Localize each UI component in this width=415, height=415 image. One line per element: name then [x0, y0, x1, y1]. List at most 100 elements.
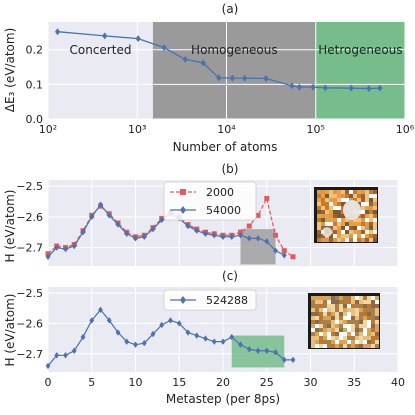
series-0-point	[220, 338, 226, 345]
inset-pixel	[337, 214, 341, 218]
inset-pixel	[337, 210, 341, 214]
series-0-point	[203, 335, 208, 342]
inset-pixel	[339, 316, 343, 320]
panel-b-inset-snapshot	[314, 187, 378, 243]
inset-pixel	[375, 328, 379, 332]
inset-pixel	[347, 300, 351, 304]
series-0-point	[115, 329, 121, 336]
inset-pixel	[321, 210, 325, 214]
inset-pixel	[319, 332, 323, 336]
series-1-point	[141, 233, 147, 241]
inset-pixel	[315, 320, 319, 324]
inset-pixel	[369, 214, 373, 218]
inset-pixel	[371, 308, 375, 312]
a-point	[216, 74, 222, 82]
inset-pixel	[357, 190, 361, 194]
series-1-point	[220, 233, 226, 241]
inset-pixel	[325, 222, 329, 226]
inset-pixel	[351, 336, 355, 340]
inset-pixel	[325, 190, 329, 194]
legend-label-524288: 524288	[206, 294, 248, 307]
inset-pixel	[337, 238, 341, 242]
inset-pixel	[317, 218, 321, 222]
inset-pixel	[369, 202, 373, 206]
ytick-label: −2.7	[16, 242, 43, 255]
inset-pixel	[343, 312, 347, 316]
inset-pixel	[363, 332, 367, 336]
inset-pixel	[337, 206, 341, 210]
inset-pixel	[343, 304, 347, 308]
series-0-point	[71, 347, 77, 354]
inset-pixel	[339, 296, 343, 300]
inset-pixel	[365, 210, 369, 214]
inset-pixel	[315, 324, 319, 328]
inset-pixel	[355, 300, 359, 304]
a-xtick-label: 10⁴	[217, 123, 236, 136]
inset-pixel	[367, 324, 371, 328]
series-0-point	[246, 346, 252, 353]
inset-pixel	[323, 328, 327, 332]
inset-pixel	[375, 332, 379, 336]
inset-pixel	[345, 230, 349, 234]
a-ytick-label: 0.2	[26, 44, 44, 57]
inset-pixel	[351, 296, 355, 300]
inset-pixel	[331, 336, 335, 340]
inset-pixel	[365, 222, 369, 226]
inset-pixel	[331, 332, 335, 336]
series-1-point	[246, 235, 252, 242]
series-1-point	[106, 212, 112, 219]
ytick-label: −2.6	[16, 211, 43, 224]
inset-pixel	[359, 340, 363, 344]
inset-pixel	[359, 312, 363, 316]
inset-pixel	[365, 194, 369, 198]
inset-pixel	[341, 198, 345, 202]
inset-pixel	[361, 222, 365, 226]
inset-pixel	[317, 230, 321, 234]
inset-pixel	[375, 312, 379, 316]
a-point	[366, 85, 372, 93]
inset-pixel	[327, 324, 331, 328]
inset-pixel	[369, 198, 373, 202]
inset-pixel	[357, 194, 361, 198]
inset-pixel	[319, 304, 323, 308]
inset-pixel	[363, 336, 367, 340]
panel-c-ticks: −2.7 −2.6 −2.5 0 5 10 15 20 25 30 35 40	[16, 287, 405, 389]
inset-pixel	[367, 332, 371, 336]
series-0-point	[281, 356, 287, 364]
inset-pixel	[333, 202, 337, 206]
inset-pixel	[329, 190, 333, 194]
inset-pixel	[347, 336, 351, 340]
inset-pixel	[359, 308, 363, 312]
inset-pixel	[341, 194, 345, 198]
inset-pixel	[375, 300, 379, 304]
inset-pixel	[355, 308, 359, 312]
panel-c-legend: 524288	[163, 289, 257, 311]
series-1-point	[133, 235, 138, 242]
inset-pixel	[353, 226, 357, 230]
panel-c-xlabel: Metastep (per 8ps)	[166, 392, 280, 406]
inset-pixel	[349, 194, 353, 198]
panel-b: (b) −2.7 −2.6 −2.5 2000 54000 H (eV/atom)	[3, 162, 399, 266]
inset-pixel	[359, 336, 363, 340]
inset-pixel	[329, 218, 333, 222]
inset-pixel	[329, 214, 333, 218]
inset-pixel	[319, 344, 323, 348]
inset-pixel	[341, 206, 345, 210]
inset-pixel	[333, 210, 337, 214]
a-xtick-label: 10³	[128, 123, 146, 136]
panel-a-grid	[47, 22, 406, 120]
series-0-point	[194, 332, 200, 339]
inset-pixel	[351, 312, 355, 316]
ytick-label: −2.7	[16, 348, 43, 361]
inset-pixel	[375, 304, 379, 308]
a-xtick-label: 10⁵	[307, 123, 325, 136]
inset-pixel	[359, 332, 363, 336]
panel-b-highlight	[240, 229, 276, 265]
xtick-label: 40	[391, 376, 405, 389]
series-0-point	[229, 333, 235, 341]
series-1-point	[80, 229, 86, 236]
series-0-point	[176, 320, 182, 327]
inset-pixel	[333, 190, 337, 194]
inset-pixel	[369, 218, 373, 222]
inset-pixel	[343, 296, 347, 300]
